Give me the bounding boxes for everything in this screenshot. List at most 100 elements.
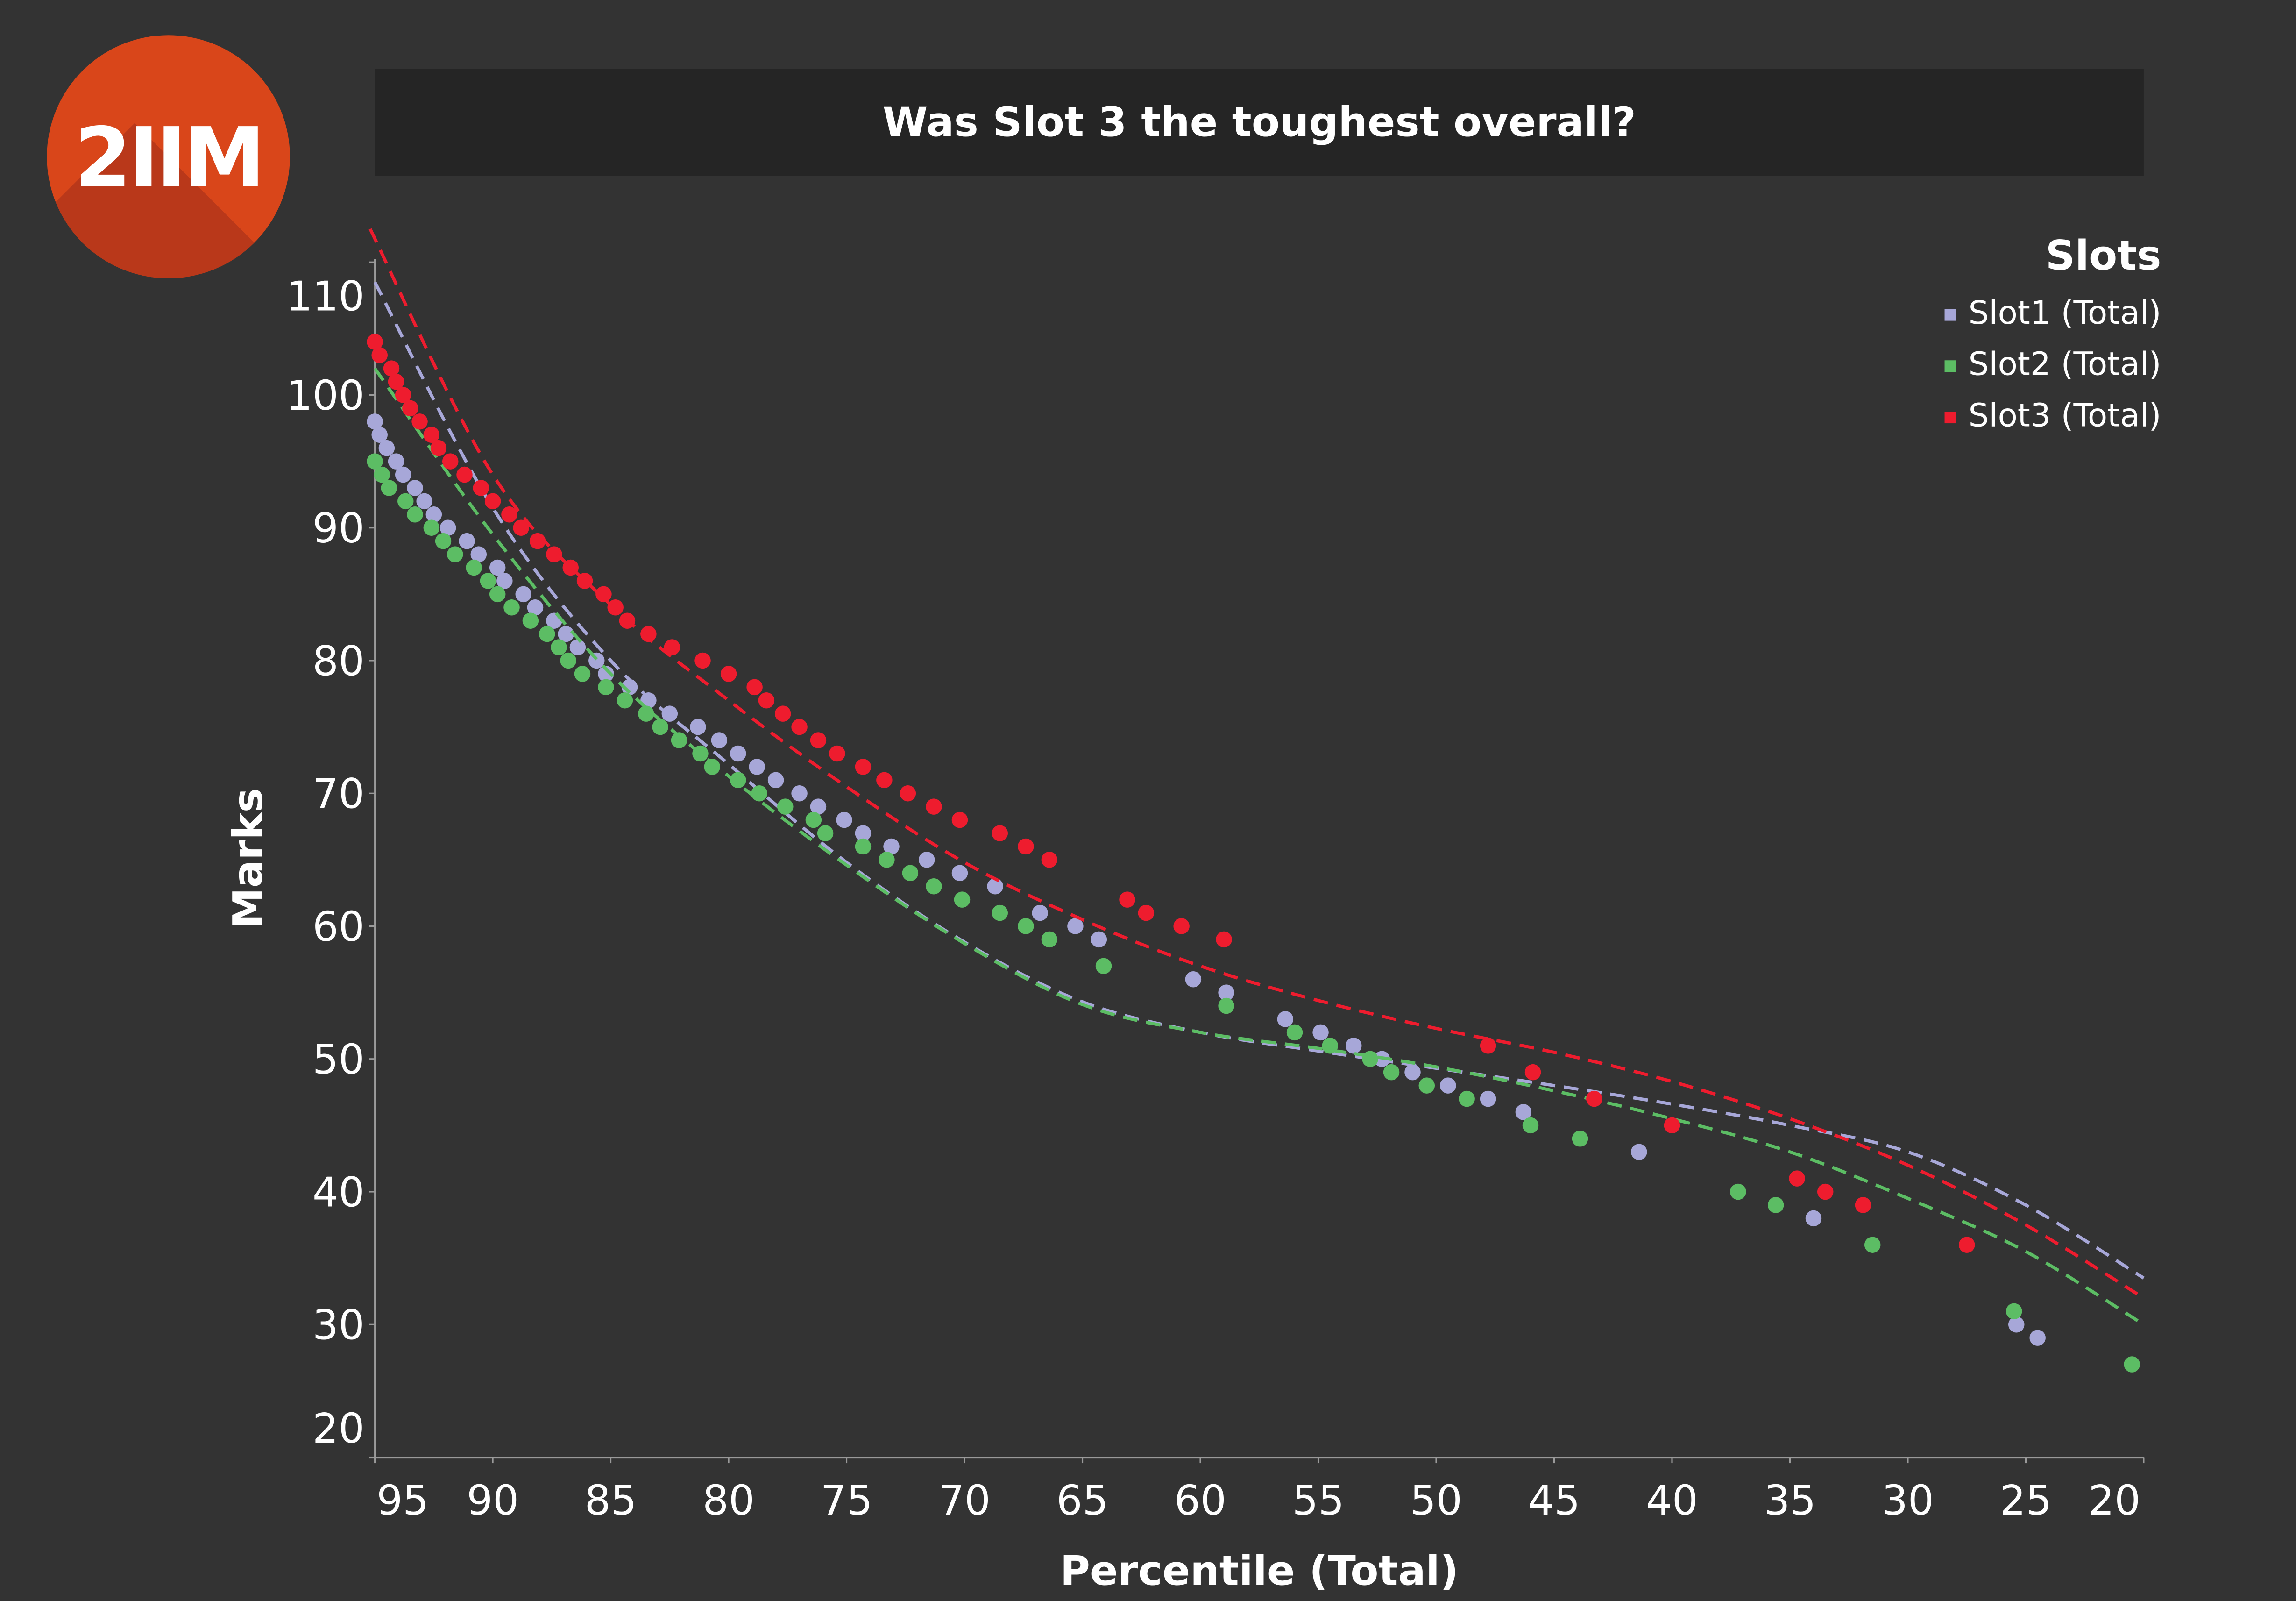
slot2-total-point bbox=[407, 506, 423, 523]
x-tick-label: 80 bbox=[702, 1477, 755, 1524]
y-tick-label: 60 bbox=[312, 903, 365, 951]
y-tick-label: 40 bbox=[312, 1168, 365, 1216]
chart-title-bar: Was Slot 3 the toughest overall? bbox=[375, 69, 2144, 176]
slot3-total-point bbox=[388, 373, 404, 390]
slot1-total-point bbox=[489, 559, 506, 576]
slot2-total-point bbox=[992, 904, 1008, 921]
x-tick-label: 70 bbox=[938, 1477, 991, 1524]
slot3-total-point bbox=[720, 666, 737, 682]
legend-title: Slots bbox=[2045, 231, 2161, 280]
slot3-total-point bbox=[595, 586, 612, 603]
slot3-total-point bbox=[1216, 931, 1232, 948]
y-axis-title: Marks bbox=[224, 788, 272, 928]
slot2-total-point bbox=[1864, 1237, 1881, 1253]
y-tick-label: 70 bbox=[312, 770, 365, 818]
slot3-total-point bbox=[640, 626, 657, 642]
slot3-total-point bbox=[1018, 838, 1034, 855]
slot1-total-point bbox=[951, 865, 968, 882]
slot3-total-point bbox=[501, 506, 517, 523]
slot2-total-point bbox=[435, 533, 452, 549]
slot3-total-point bbox=[855, 759, 872, 775]
legend-item-slot2-total[interactable]: Slot2 (Total) bbox=[1945, 340, 2161, 391]
slot2-total-point bbox=[1362, 1051, 1378, 1067]
slot3-total-point bbox=[411, 413, 428, 430]
slot2-total-point bbox=[638, 705, 654, 722]
slot1-total-point bbox=[749, 759, 765, 775]
y-tick-label: 80 bbox=[312, 637, 365, 685]
slot1-total-point bbox=[810, 798, 827, 815]
y-tick-label: 90 bbox=[312, 505, 365, 552]
logo-text: 2IIM bbox=[74, 111, 265, 207]
slot2-total-point bbox=[730, 772, 746, 789]
slot3-total-point bbox=[1041, 852, 1058, 868]
slot2-total-point bbox=[374, 466, 390, 483]
slot3-total-point bbox=[664, 639, 680, 655]
x-tick-label: 25 bbox=[2000, 1477, 2052, 1524]
slot3-total-point bbox=[758, 692, 775, 709]
slot1-total-point bbox=[388, 453, 404, 470]
slot3-total-point bbox=[546, 546, 562, 562]
legend-label: Slot2 (Total) bbox=[1968, 347, 2161, 384]
slot1-total-point bbox=[730, 745, 746, 762]
slot2-total-point bbox=[503, 599, 520, 616]
x-tick-label: 90 bbox=[467, 1477, 519, 1524]
slot1-total-point bbox=[1631, 1144, 1647, 1160]
y-tick-label: 20 bbox=[312, 1405, 365, 1452]
slot3-total-point bbox=[402, 400, 418, 417]
slot2-total-point bbox=[671, 732, 687, 748]
slot2-total-point bbox=[480, 573, 496, 589]
slot3-total-point bbox=[1958, 1237, 1975, 1253]
slot2-total-point bbox=[805, 811, 822, 828]
slot1-total-point bbox=[2029, 1330, 2046, 1346]
slot1-total-point bbox=[1091, 931, 1107, 948]
slot2-total-point bbox=[2124, 1356, 2140, 1373]
x-tick-label: 45 bbox=[1528, 1477, 1580, 1524]
slot1-total-point bbox=[1805, 1210, 1822, 1227]
slot2-total-point bbox=[489, 586, 506, 603]
legend-item-slot1-total[interactable]: Slot1 (Total) bbox=[1945, 289, 2161, 340]
slot3-total-point bbox=[926, 798, 942, 815]
slot3-total-point bbox=[456, 466, 473, 483]
slot3-total-point bbox=[992, 825, 1008, 841]
slot1-total-point bbox=[496, 573, 513, 589]
slot1-total-point bbox=[527, 599, 544, 616]
slot1-total-point bbox=[1312, 1024, 1329, 1041]
slot3-total-point bbox=[1524, 1064, 1541, 1081]
legend-swatch-icon bbox=[1945, 411, 1957, 423]
slot3-total-point bbox=[473, 480, 489, 496]
slot2-total-point bbox=[1383, 1064, 1400, 1081]
x-tick-label: 75 bbox=[821, 1477, 873, 1524]
slot2-total-point bbox=[704, 759, 720, 775]
slot2-total-point bbox=[381, 480, 397, 496]
slot1-total-point bbox=[883, 838, 900, 855]
legend-item-slot3-total[interactable]: Slot3 (Total) bbox=[1945, 391, 2161, 442]
slot1-total-point bbox=[1404, 1064, 1421, 1081]
slot1-total-point bbox=[2008, 1316, 2025, 1333]
slot3-total-point bbox=[1119, 891, 1135, 908]
slot1-total-point bbox=[378, 440, 395, 456]
slot3-total-point bbox=[423, 427, 440, 443]
slot2-total-point bbox=[1095, 958, 1112, 975]
x-tick-label: 30 bbox=[1882, 1477, 1934, 1524]
slot1-total-point bbox=[558, 626, 574, 642]
slot1-total-trend-line bbox=[373, 281, 2145, 1280]
slot2-total-point bbox=[1218, 997, 1234, 1014]
slot2-total-point bbox=[1018, 918, 1034, 934]
slot3-total-point bbox=[1817, 1183, 1834, 1200]
x-tick-label: 40 bbox=[1646, 1477, 1698, 1524]
slot3-total-point bbox=[367, 334, 383, 350]
slot2-total-point bbox=[855, 838, 872, 855]
slot3-total-point bbox=[791, 719, 808, 735]
slot1-total-point bbox=[855, 825, 872, 841]
slot1-total-point bbox=[1440, 1077, 1456, 1094]
legend-swatch-icon bbox=[1945, 359, 1957, 371]
slot2-total-point bbox=[902, 865, 919, 882]
slot1-total-point bbox=[1218, 984, 1234, 1001]
slot1-total-point bbox=[1185, 971, 1202, 988]
slot3-total-point bbox=[876, 772, 893, 789]
slot2-total-point bbox=[551, 639, 567, 655]
x-tick-label: 95 bbox=[376, 1477, 429, 1524]
chart-title: Was Slot 3 the toughest overall? bbox=[882, 98, 1636, 147]
slot3-total-point bbox=[829, 745, 845, 762]
